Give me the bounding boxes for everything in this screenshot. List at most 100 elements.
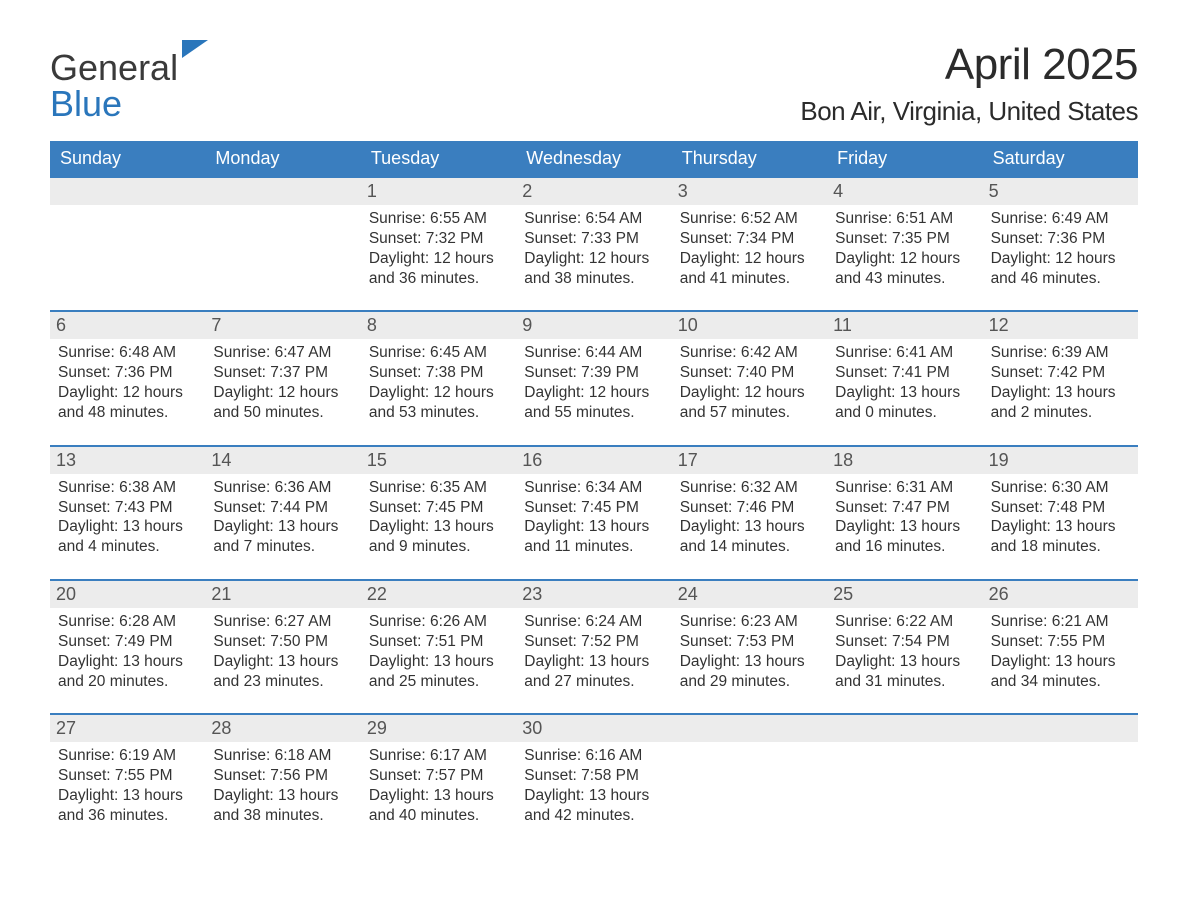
sunset-line: Sunset: 7:45 PM [369, 498, 508, 518]
daylight-line-2: and 4 minutes. [58, 537, 197, 557]
sunrise-line: Sunrise: 6:49 AM [991, 209, 1130, 229]
daylight-line-1: Daylight: 13 hours [524, 517, 663, 537]
calendar-cell: 15Sunrise: 6:35 AMSunset: 7:45 PMDayligh… [361, 445, 516, 579]
calendar-cell: 10Sunrise: 6:42 AMSunset: 7:40 PMDayligh… [672, 310, 827, 444]
day-number: 14 [205, 447, 360, 474]
dayname-header: Monday [205, 141, 360, 176]
logo-text-blue: Blue [50, 83, 122, 124]
sunset-line: Sunset: 7:41 PM [835, 363, 974, 383]
calendar-cell: 7 Sunrise: 6:47 AMSunset: 7:37 PMDaylight… [205, 310, 360, 444]
sunset-line: Sunset: 7:52 PM [524, 632, 663, 652]
calendar-cell: 27Sunrise: 6:19 AMSunset: 7:55 PMDayligh… [50, 713, 205, 847]
day-number: 27 [50, 715, 205, 742]
day-number: 4 [827, 178, 982, 205]
sunset-line: Sunset: 7:51 PM [369, 632, 508, 652]
calendar-cell: 16Sunrise: 6:34 AMSunset: 7:45 PMDayligh… [516, 445, 671, 579]
daylight-line-1: Daylight: 13 hours [369, 652, 508, 672]
daylight-line-1: Daylight: 13 hours [991, 517, 1130, 537]
day-number: 28 [205, 715, 360, 742]
title-location: Bon Air, Virginia, United States [800, 96, 1138, 127]
daylight-line-1: Daylight: 12 hours [680, 383, 819, 403]
day-number: 24 [672, 581, 827, 608]
day-details: Sunrise: 6:26 AMSunset: 7:51 PMDaylight:… [369, 612, 508, 691]
logo-flag-icon [182, 40, 208, 58]
dayname-header: Wednesday [516, 141, 671, 176]
daylight-line-2: and 2 minutes. [991, 403, 1130, 423]
daylight-line-1: Daylight: 12 hours [58, 383, 197, 403]
day-number-blank [672, 715, 827, 742]
day-details: Sunrise: 6:41 AMSunset: 7:41 PMDaylight:… [835, 343, 974, 422]
daylight-line-1: Daylight: 12 hours [680, 249, 819, 269]
day-details: Sunrise: 6:24 AMSunset: 7:52 PMDaylight:… [524, 612, 663, 691]
daylight-line-1: Daylight: 13 hours [991, 383, 1130, 403]
daylight-line-2: and 36 minutes. [58, 806, 197, 826]
day-number: 1 [361, 178, 516, 205]
sunrise-line: Sunrise: 6:16 AM [524, 746, 663, 766]
daylight-line-2: and 11 minutes. [524, 537, 663, 557]
sunrise-line: Sunrise: 6:52 AM [680, 209, 819, 229]
daylight-line-2: and 36 minutes. [369, 269, 508, 289]
daylight-line-1: Daylight: 13 hours [680, 652, 819, 672]
daylight-line-1: Daylight: 13 hours [835, 517, 974, 537]
calendar-cell-blank [827, 713, 982, 847]
calendar-cell: 4 Sunrise: 6:51 AMSunset: 7:35 PMDaylight… [827, 176, 982, 310]
day-number: 5 [983, 178, 1138, 205]
daylight-line-1: Daylight: 12 hours [213, 383, 352, 403]
calendar-cell: 8Sunrise: 6:45 AMSunset: 7:38 PMDaylight… [361, 310, 516, 444]
day-number-blank [205, 178, 360, 205]
day-number: 18 [827, 447, 982, 474]
sunset-line: Sunset: 7:38 PM [369, 363, 508, 383]
day-details: Sunrise: 6:18 AMSunset: 7:56 PMDaylight:… [213, 746, 352, 825]
day-number: 16 [516, 447, 671, 474]
daylight-line-1: Daylight: 13 hours [369, 517, 508, 537]
day-number-blank [827, 715, 982, 742]
calendar-cell: 29Sunrise: 6:17 AMSunset: 7:57 PMDayligh… [361, 713, 516, 847]
daylight-line-1: Daylight: 12 hours [835, 249, 974, 269]
sunset-line: Sunset: 7:39 PM [524, 363, 663, 383]
daylight-line-2: and 14 minutes. [680, 537, 819, 557]
daylight-line-2: and 7 minutes. [213, 537, 352, 557]
day-number: 2 [516, 178, 671, 205]
sunrise-line: Sunrise: 6:45 AM [369, 343, 508, 363]
calendar-cell: 6Sunrise: 6:48 AMSunset: 7:36 PMDaylight… [50, 310, 205, 444]
sunset-line: Sunset: 7:32 PM [369, 229, 508, 249]
calendar-cell: 5Sunrise: 6:49 AMSunset: 7:36 PMDaylight… [983, 176, 1138, 310]
day-number: 3 [672, 178, 827, 205]
sunrise-line: Sunrise: 6:31 AM [835, 478, 974, 498]
day-number: 7 [205, 312, 360, 339]
calendar-cell: 11 Sunrise: 6:41 AMSunset: 7:41 PMDayligh… [827, 310, 982, 444]
day-details: Sunrise: 6:28 AMSunset: 7:49 PMDaylight:… [58, 612, 197, 691]
day-number: 21 [205, 581, 360, 608]
day-details: Sunrise: 6:51 AMSunset: 7:35 PMDaylight:… [835, 209, 974, 288]
day-number: 11 [827, 312, 982, 339]
logo-text-general: General [50, 47, 178, 88]
day-number-blank [983, 715, 1138, 742]
daylight-line-1: Daylight: 13 hours [835, 383, 974, 403]
sunrise-line: Sunrise: 6:23 AM [680, 612, 819, 632]
daylight-line-1: Daylight: 13 hours [369, 786, 508, 806]
sunrise-line: Sunrise: 6:22 AM [835, 612, 974, 632]
day-details: Sunrise: 6:17 AMSunset: 7:57 PMDaylight:… [369, 746, 508, 825]
day-details: Sunrise: 6:27 AMSunset: 7:50 PMDaylight:… [213, 612, 352, 691]
daylight-line-1: Daylight: 13 hours [835, 652, 974, 672]
calendar-cell: 22Sunrise: 6:26 AMSunset: 7:51 PMDayligh… [361, 579, 516, 713]
day-number: 8 [361, 312, 516, 339]
calendar-grid: SundayMondayTuesdayWednesdayThursdayFrid… [50, 141, 1138, 848]
daylight-line-1: Daylight: 13 hours [680, 517, 819, 537]
calendar-cell-blank [50, 176, 205, 310]
daylight-line-1: Daylight: 12 hours [369, 249, 508, 269]
day-number: 30 [516, 715, 671, 742]
calendar-cell: 9Sunrise: 6:44 AMSunset: 7:39 PMDaylight… [516, 310, 671, 444]
sunset-line: Sunset: 7:37 PM [213, 363, 352, 383]
day-details: Sunrise: 6:47 AMSunset: 7:37 PMDaylight:… [213, 343, 352, 422]
daylight-line-2: and 29 minutes. [680, 672, 819, 692]
daylight-line-2: and 31 minutes. [835, 672, 974, 692]
sunrise-line: Sunrise: 6:51 AM [835, 209, 974, 229]
calendar-cell: 20Sunrise: 6:28 AMSunset: 7:49 PMDayligh… [50, 579, 205, 713]
daylight-line-1: Daylight: 12 hours [524, 249, 663, 269]
daylight-line-1: Daylight: 13 hours [58, 517, 197, 537]
day-details: Sunrise: 6:39 AMSunset: 7:42 PMDaylight:… [991, 343, 1130, 422]
sunrise-line: Sunrise: 6:26 AM [369, 612, 508, 632]
day-details: Sunrise: 6:32 AMSunset: 7:46 PMDaylight:… [680, 478, 819, 557]
calendar-cell: 3Sunrise: 6:52 AMSunset: 7:34 PMDaylight… [672, 176, 827, 310]
